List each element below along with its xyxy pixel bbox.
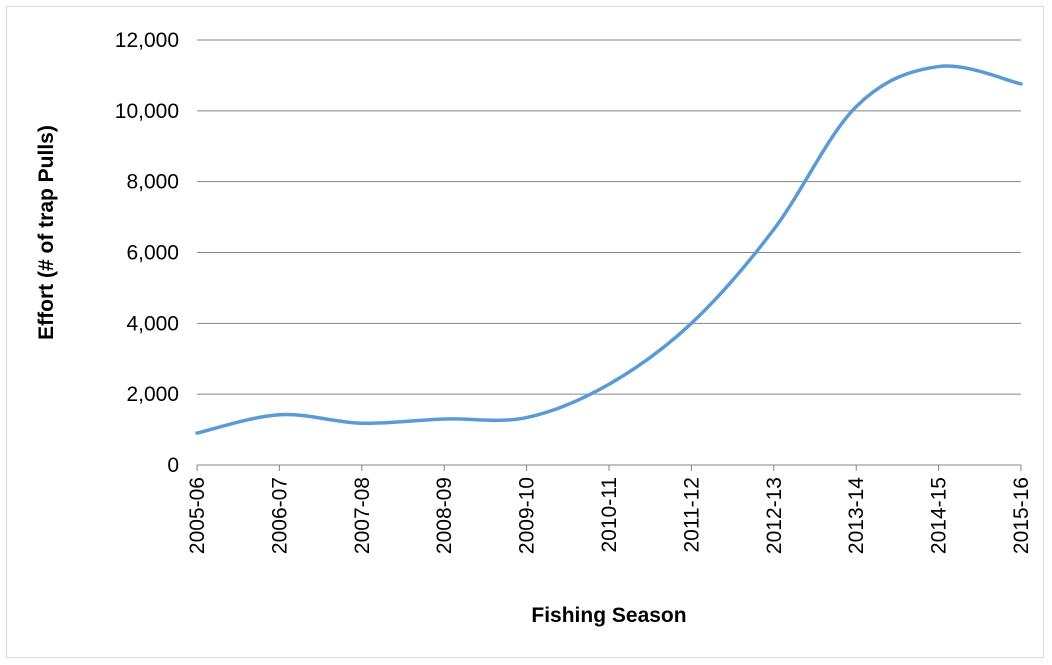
x-tick-label: 2014-15 <box>928 477 951 554</box>
chart-frame <box>6 6 1044 658</box>
x-tick-label: 2011-12 <box>680 477 703 553</box>
x-tick-label: 2012-13 <box>763 477 786 554</box>
x-tick-label: 2015-16 <box>1010 477 1033 554</box>
y-tick-label: 8,000 <box>126 171 179 194</box>
x-tick-label: 2008-09 <box>433 477 456 554</box>
axes <box>196 464 1022 471</box>
y-axis-title: Effort (# of trap Pulls) <box>35 125 58 340</box>
data-series <box>195 64 1023 435</box>
x-tick-label: 2010-11 <box>598 477 621 553</box>
y-tick-label: 4,000 <box>126 312 179 335</box>
y-tick-label: 0 <box>167 454 179 477</box>
x-axis-title: Fishing Season <box>531 604 686 627</box>
x-tick-label: 2013-14 <box>845 477 868 554</box>
x-tick-label: 2006-07 <box>268 477 291 554</box>
y-tick-label: 12,000 <box>115 29 179 52</box>
x-tick-label: 2005-06 <box>186 477 209 554</box>
y-tick-label: 2,000 <box>126 383 179 406</box>
x-tick-labels: 2005-06 2006-07 2007-08 2008-09 2009-10 2010-… <box>186 477 1033 554</box>
gridlines <box>197 39 1021 395</box>
y-tick-label: 10,000 <box>115 100 179 123</box>
series-line <box>195 64 1023 435</box>
y-tick-labels: 0 2,000 4,000 6,000 8,000 10,000 12,000 <box>115 29 179 477</box>
x-tick-label: 2007-08 <box>351 477 374 554</box>
y-tick-label: 6,000 <box>126 242 179 265</box>
x-tick-label: 2009-10 <box>516 477 539 554</box>
